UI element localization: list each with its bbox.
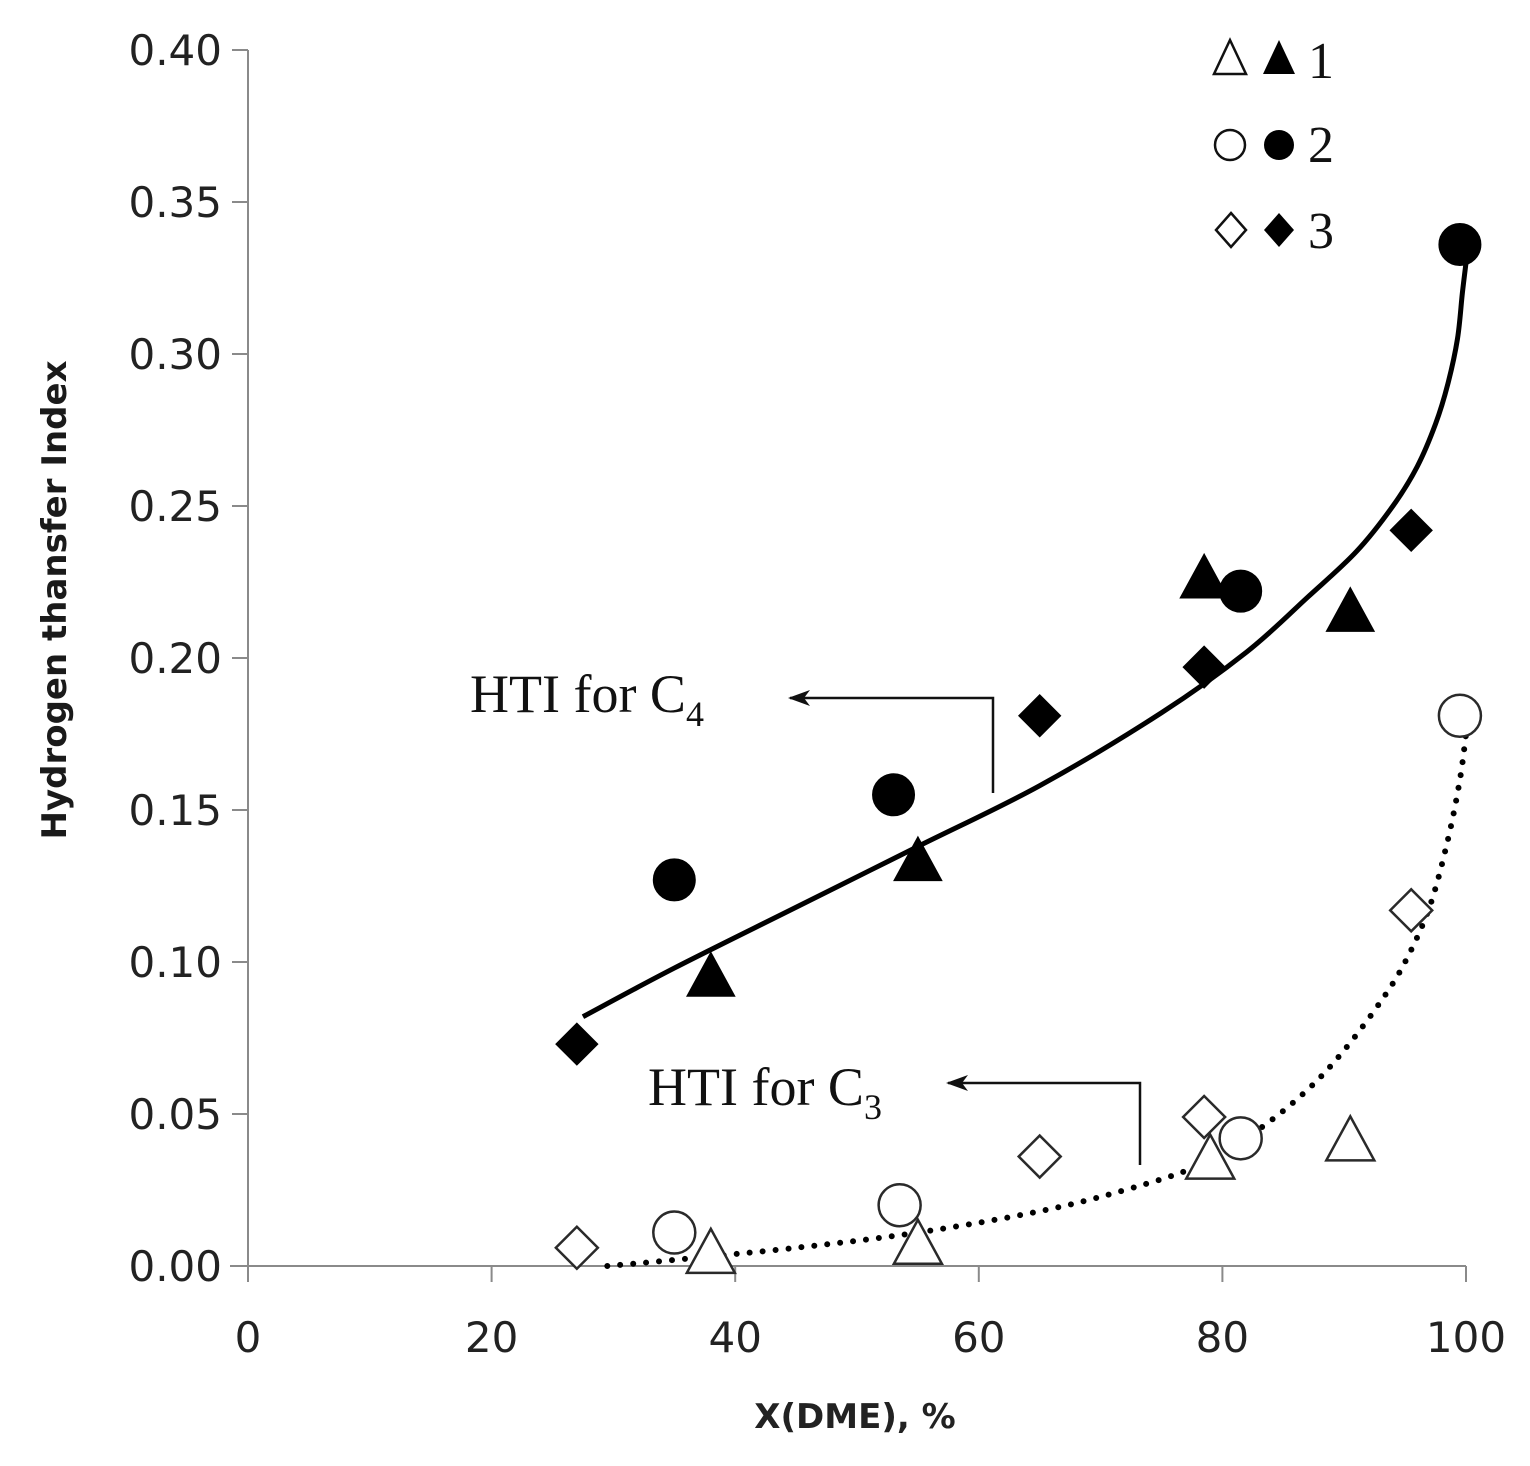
diamond-filled-marker: [1389, 508, 1433, 553]
circle-open-marker: [1437, 693, 1483, 739]
x-tick-label: 60: [952, 1313, 1005, 1362]
legend-triangle-open-icon: [1212, 37, 1248, 76]
triangle-filled-marker: [893, 835, 943, 882]
x-tick-label: 80: [1196, 1313, 1249, 1362]
legend-label-1: 1: [1308, 33, 1334, 90]
y-tick-label: 0.05: [128, 1090, 222, 1139]
triangle-open-marker: [1324, 1113, 1377, 1162]
y-tick-label: 0.10: [128, 938, 222, 987]
trend-curve-c4: [581, 262, 1469, 1019]
y-tick-label: 0.00: [128, 1242, 222, 1291]
triangle-open-marker: [1184, 1131, 1237, 1180]
x-tick-label: 100: [1426, 1313, 1506, 1362]
circle-open-marker: [652, 1210, 697, 1255]
legend-label-3: 3: [1308, 203, 1334, 260]
diamond-filled-marker: [1017, 694, 1062, 738]
diamond-filled-marker: [1182, 645, 1226, 689]
ticks: 0.00 0.05 0.10 0.15 0.20 0.25 0.30 0.35 0.40 0 20 4…: [128, 26, 1506, 1362]
diamond-filled-marker: [555, 1022, 599, 1066]
annotation-c4-label: HTI for C4: [470, 664, 704, 734]
diamond-open-marker: [1016, 1133, 1063, 1180]
y-axis-title: Hydrogen thansfer Index: [35, 360, 75, 839]
triangle-open-marker: [684, 1226, 737, 1275]
diamond-open-marker: [554, 1224, 600, 1271]
triangle-filled-marker: [685, 951, 736, 997]
y-tick-label: 0.30: [128, 330, 222, 379]
y-tick-label: 0.15: [128, 786, 222, 835]
circle-filled-marker: [1219, 569, 1263, 613]
annotation-c4: HTI for C4: [470, 664, 995, 793]
x-axis-title: X(DME), %: [754, 1397, 955, 1437]
trend-curves: [581, 262, 1469, 1269]
legend-diamond-open-icon: [1214, 211, 1248, 249]
triangle-filled-marker: [1179, 552, 1229, 599]
annotation-c3: HTI for C3: [648, 1057, 1142, 1165]
y-tick-label: 0.35: [128, 178, 222, 227]
circle-filled-marker: [652, 858, 696, 902]
diamond-open-marker: [1388, 887, 1434, 934]
legend-entry-3: 3: [1214, 203, 1334, 260]
x-tick-label: 20: [465, 1313, 518, 1362]
legend-entry-1: 1: [1212, 33, 1334, 90]
x-tick-label: 0: [235, 1313, 262, 1362]
x-tick-label: 40: [708, 1313, 761, 1362]
annotation-c4-arrow: [788, 690, 995, 793]
annotation-c3-label: HTI for C3: [648, 1057, 882, 1127]
legend: 1 2 3: [1212, 33, 1334, 260]
y-tick-label: 0.25: [128, 482, 222, 531]
triangle-open-marker: [891, 1217, 945, 1265]
legend-triangle-filled-icon: [1263, 40, 1295, 74]
annotation-c3-arrow: [946, 1075, 1142, 1165]
circle-open-marker: [1218, 1116, 1263, 1161]
y-tick-label: 0.40: [128, 26, 222, 75]
y-tick-label: 0.20: [128, 634, 222, 683]
circle-filled-marker: [872, 773, 916, 817]
circle-open-marker: [877, 1182, 922, 1228]
legend-diamond-filled-icon: [1264, 213, 1294, 247]
trend-curve-c3: [604, 731, 1469, 1269]
triangle-filled-marker: [1325, 586, 1376, 632]
legend-label-2: 2: [1308, 117, 1334, 174]
legend-circle-filled-icon: [1264, 130, 1294, 160]
legend-circle-open-icon: [1213, 128, 1247, 162]
data-markers: [554, 223, 1483, 1275]
legend-entry-2: 2: [1213, 117, 1334, 174]
circle-filled-marker: [1438, 223, 1482, 267]
diamond-open-marker: [1181, 1094, 1227, 1140]
